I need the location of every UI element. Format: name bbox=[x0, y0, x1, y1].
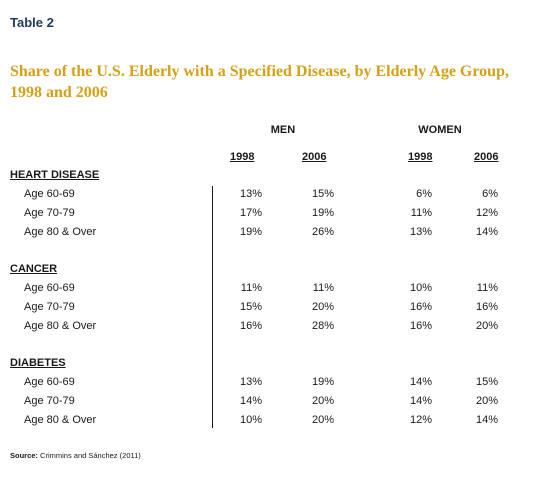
table-cell: 12% bbox=[475, 207, 498, 219]
row-label: Age 70-79 bbox=[24, 395, 75, 407]
group-header-women: WOMEN bbox=[418, 124, 462, 136]
table-cell: 26% bbox=[311, 226, 334, 238]
table-label: Table 2 bbox=[10, 15, 54, 30]
table-cell: 11% bbox=[410, 207, 432, 219]
section-header: HEART DISEASE bbox=[10, 169, 100, 181]
table-cell: 14% bbox=[475, 414, 498, 426]
table-cell: 10% bbox=[409, 282, 432, 294]
table-cell: 10% bbox=[239, 414, 262, 426]
row-label: Age 80 & Over bbox=[24, 320, 97, 332]
row-label: Age 80 & Over bbox=[24, 226, 97, 238]
row-label: Age 60-69 bbox=[24, 188, 75, 200]
table-cell: 15% bbox=[239, 301, 262, 313]
row-label: Age 80 & Over bbox=[24, 414, 97, 426]
source-note: Source: Crimmins and Sánchez (2011) bbox=[10, 451, 141, 460]
table-cell: 14% bbox=[475, 226, 498, 238]
table-cell: 20% bbox=[475, 395, 498, 407]
source-label: Source: bbox=[10, 451, 38, 460]
group-header-men: MEN bbox=[270, 124, 296, 136]
table-cell: 16% bbox=[409, 320, 432, 332]
table-cell: 16% bbox=[239, 320, 262, 332]
table-cell: 16% bbox=[475, 301, 498, 313]
table-cell: 6% bbox=[482, 188, 498, 200]
table-cell: 13% bbox=[239, 376, 262, 388]
table-cell: 6% bbox=[416, 188, 432, 200]
table-cell: 20% bbox=[311, 414, 334, 426]
table-cell: 16% bbox=[409, 301, 432, 313]
table-cell: 19% bbox=[311, 207, 334, 219]
table-cell: 28% bbox=[311, 320, 334, 332]
year-header-men-1998: 1998 bbox=[230, 151, 255, 163]
table-cell: 14% bbox=[409, 395, 432, 407]
row-label: Age 60-69 bbox=[24, 376, 75, 388]
row-label: Age 70-79 bbox=[24, 207, 75, 219]
table-cell: 13% bbox=[239, 188, 262, 200]
table-cell: 14% bbox=[239, 395, 262, 407]
table-cell: 20% bbox=[311, 301, 334, 313]
row-label: Age 60-69 bbox=[24, 282, 75, 294]
table-cell: 11% bbox=[240, 282, 262, 294]
table-cell: 17% bbox=[239, 207, 262, 219]
table-cell: 11% bbox=[312, 282, 334, 294]
table-cell: 14% bbox=[409, 376, 432, 388]
table-cell: 15% bbox=[311, 188, 334, 200]
table-cell: 19% bbox=[239, 226, 262, 238]
table-cell: 11% bbox=[476, 282, 498, 294]
column-divider bbox=[212, 186, 213, 428]
table-cell: 20% bbox=[311, 395, 334, 407]
section-header: CANCER bbox=[10, 263, 58, 275]
row-label: Age 70-79 bbox=[24, 301, 75, 313]
table-cell: 13% bbox=[409, 226, 432, 238]
table-cell: 12% bbox=[409, 414, 432, 426]
table-cell: 19% bbox=[311, 376, 334, 388]
table-title: Share of the U.S. Elderly with a Specifi… bbox=[10, 63, 509, 101]
source-text: Crimmins and Sánchez (2011) bbox=[40, 451, 141, 460]
table-cell: 15% bbox=[475, 376, 498, 388]
table-cell: 20% bbox=[475, 320, 498, 332]
section-header: DIABETES bbox=[10, 357, 66, 369]
year-header-men-2006: 2006 bbox=[302, 151, 327, 163]
year-header-women-2006: 2006 bbox=[474, 151, 499, 163]
year-header-women-1998: 1998 bbox=[408, 151, 433, 163]
